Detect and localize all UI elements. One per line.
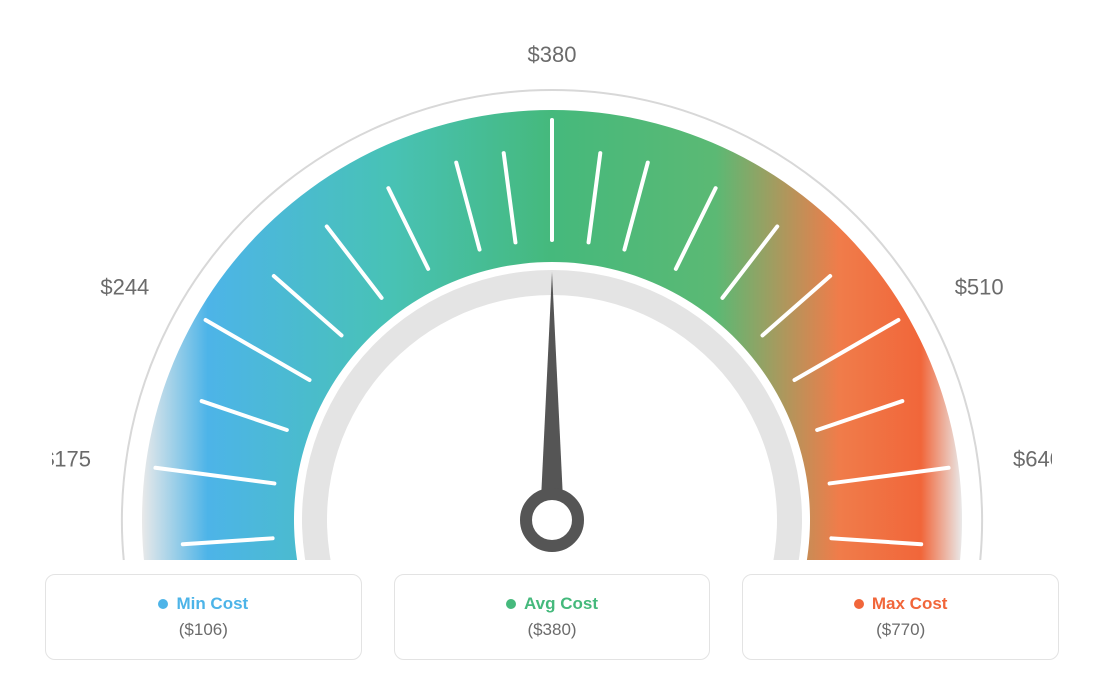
gauge-tick-label: $510	[955, 275, 1004, 300]
card-avg-cost: Avg Cost ($380)	[394, 574, 711, 660]
value-avg: ($380)	[527, 620, 576, 640]
dot-max	[854, 599, 864, 609]
gauge-tick-label: $175	[52, 446, 91, 471]
gauge-needle-hub	[526, 494, 578, 546]
gauge-tick-label: $380	[528, 42, 577, 67]
value-min: ($106)	[179, 620, 228, 640]
card-min-cost: Min Cost ($106)	[45, 574, 362, 660]
gauge-chart: $106$175$244$380$510$640$770	[0, 0, 1104, 560]
gauge-svg: $106$175$244$380$510$640$770	[52, 20, 1052, 560]
value-max: ($770)	[876, 620, 925, 640]
card-max-cost: Max Cost ($770)	[742, 574, 1059, 660]
gauge-tick-label: $244	[100, 275, 149, 300]
gauge-needle	[540, 272, 564, 520]
legend-cards: Min Cost ($106) Avg Cost ($380) Max Cost…	[45, 574, 1059, 660]
dot-avg	[506, 599, 516, 609]
dot-min	[158, 599, 168, 609]
label-avg: Avg Cost	[524, 594, 598, 614]
label-max: Max Cost	[872, 594, 948, 614]
label-min: Min Cost	[176, 594, 248, 614]
gauge-tick-label: $640	[1013, 446, 1052, 471]
